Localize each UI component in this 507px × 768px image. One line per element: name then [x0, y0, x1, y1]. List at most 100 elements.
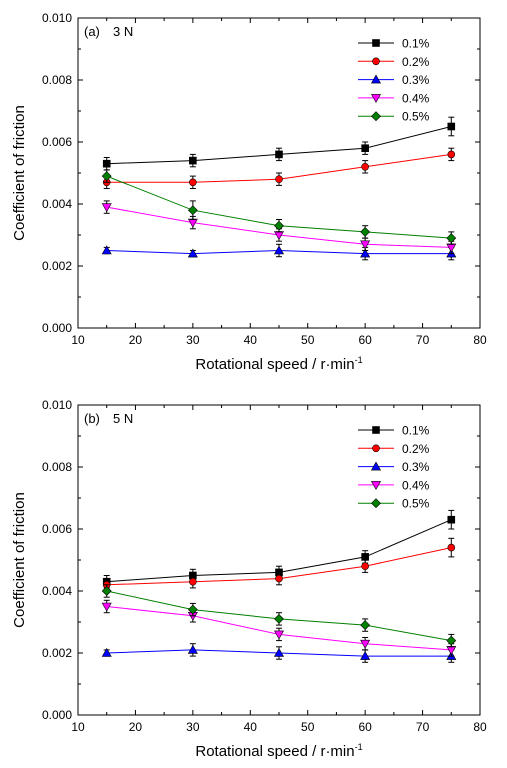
- legend-item-0.4%: 0.4%: [358, 91, 430, 105]
- legend-marker: [370, 74, 382, 84]
- panel-label: (b): [84, 411, 100, 426]
- data-point: [101, 647, 112, 657]
- legend: 0.1% 0.2% 0.3% 0.4% 0.5%: [358, 424, 430, 511]
- x-tick-label: 50: [301, 333, 315, 347]
- x-tick-label: 40: [244, 333, 258, 347]
- data-point: [447, 515, 456, 524]
- x-axis-label-text: Rotational speed / r·min: [195, 743, 354, 760]
- data-point: [446, 233, 457, 244]
- x-tick-label: 30: [186, 333, 200, 347]
- y-tick-label: 0.008: [42, 73, 72, 87]
- series-0.2%: [102, 537, 456, 592]
- x-axis-label: Rotational speed / r·min-1: [195, 742, 362, 760]
- data-point: [101, 602, 112, 612]
- data-point: [446, 243, 457, 253]
- data-point: [101, 586, 112, 596]
- y-axis-label: Coefficient of friction: [11, 105, 28, 241]
- data-point: [187, 644, 198, 654]
- data-point: [274, 613, 284, 624]
- y-tick-label: 0.004: [42, 197, 72, 211]
- legend-marker: [371, 111, 381, 122]
- data-point: [275, 150, 283, 159]
- data-point: [360, 226, 371, 237]
- chart-panel-b: 10 20 30 40 50 60 70 80 0.000 0.002 0.004 0.006 0.00…: [11, 398, 487, 760]
- legend-marker: [371, 498, 381, 509]
- legend-label: 0.1%: [402, 424, 430, 438]
- data-point: [447, 543, 456, 552]
- legend-label: 0.2%: [402, 442, 430, 456]
- legend-item-0.5%: 0.5%: [358, 497, 430, 511]
- legend-label: 0.2%: [402, 55, 430, 69]
- x-tick-label: 20: [129, 333, 143, 347]
- data-point: [189, 577, 197, 586]
- legend: 0.1% 0.2% 0.3% 0.4% 0.5%: [358, 37, 430, 124]
- x-tick-label: 80: [473, 333, 487, 347]
- y-tick-label: 0.010: [42, 11, 72, 25]
- y-tick-label: 0.002: [42, 259, 72, 273]
- data-point: [447, 122, 456, 131]
- x-axis-label-text: Rotational speed / r·min: [195, 356, 354, 373]
- data-point: [274, 220, 284, 231]
- legend-item-0.2%: 0.2%: [358, 55, 430, 69]
- y-tick-label: 0.006: [42, 522, 72, 536]
- series-0.3%: [101, 243, 457, 261]
- x-tick-label: 60: [358, 333, 372, 347]
- x-tick-label: 50: [301, 720, 315, 734]
- panel-label: (a): [84, 24, 100, 39]
- y-tick-label: 0.004: [42, 584, 72, 598]
- legend-label: 0.4%: [402, 478, 430, 492]
- data-point: [273, 630, 285, 640]
- chart-panel-a: 10 20 30 40 50 60 70 80 0.000 0.002 0.004 0.006 0.00…: [11, 11, 487, 373]
- data-point: [361, 562, 369, 571]
- y-axis-label: Coefficient of friction: [11, 492, 28, 628]
- load-label: 5 N: [113, 411, 133, 426]
- data-point: [273, 647, 285, 657]
- y-tick-label: 0.000: [42, 708, 72, 722]
- legend-label: 0.3%: [402, 73, 430, 87]
- series-0.5%: [101, 169, 457, 245]
- data-point: [360, 240, 371, 250]
- x-tick-label: 80: [473, 720, 487, 734]
- x-tick-label: 10: [71, 720, 85, 734]
- legend-marker: [372, 39, 380, 47]
- legend-marker: [370, 481, 382, 491]
- y-tick-label: 0.002: [42, 646, 72, 660]
- data-point: [361, 144, 369, 152]
- x-tick-label: 40: [244, 720, 258, 734]
- x-tick-label: 10: [71, 333, 85, 347]
- data-point: [447, 150, 456, 159]
- data-point: [360, 248, 371, 258]
- data-point: [446, 635, 457, 646]
- y-tick-label: 0.000: [42, 321, 72, 335]
- legend-label: 0.5%: [402, 110, 430, 124]
- data-point: [275, 574, 283, 583]
- x-tick-label: 70: [416, 720, 430, 734]
- data-point: [189, 178, 197, 187]
- legend-item-0.2%: 0.2%: [358, 442, 430, 456]
- legend-marker: [372, 57, 380, 66]
- data-point: [187, 205, 198, 216]
- data-point: [446, 646, 457, 656]
- data-point: [360, 620, 371, 631]
- x-axis-label: Rotational speed / r·min-1: [195, 355, 362, 373]
- series-0.1%: [102, 116, 456, 171]
- data-point: [273, 245, 285, 255]
- data-point: [102, 159, 111, 168]
- legend-marker: [370, 94, 382, 104]
- legend-item-0.1%: 0.1%: [358, 37, 430, 51]
- legend-marker: [370, 461, 382, 471]
- legend-label: 0.1%: [402, 37, 430, 51]
- legend-label: 0.3%: [402, 460, 430, 474]
- data-point: [361, 553, 369, 561]
- data-point: [360, 639, 371, 649]
- legend-label: 0.5%: [402, 497, 430, 511]
- y-tick-label: 0.010: [42, 398, 72, 412]
- y-tick-label: 0.006: [42, 135, 72, 149]
- legend-item-0.1%: 0.1%: [358, 424, 430, 438]
- x-tick-label: 70: [416, 333, 430, 347]
- data-point: [101, 245, 112, 255]
- data-point: [360, 650, 371, 660]
- x-axis-label-exponent: -1: [355, 355, 363, 365]
- legend-item-0.4%: 0.4%: [358, 478, 430, 492]
